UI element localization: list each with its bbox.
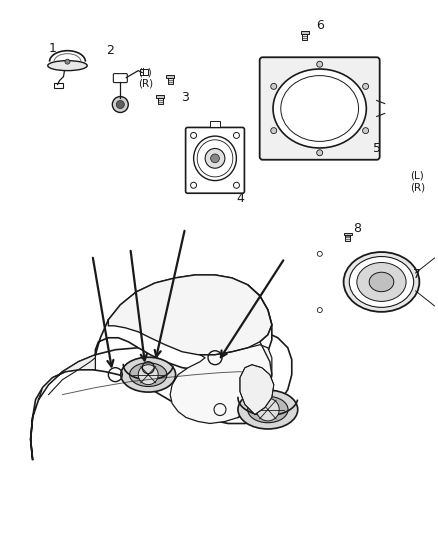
Text: 6: 6 (316, 19, 324, 33)
Text: 5: 5 (374, 142, 381, 155)
Circle shape (138, 365, 158, 385)
Text: 3: 3 (181, 91, 189, 104)
Circle shape (211, 154, 219, 163)
Bar (166, 75, 174, 78)
Circle shape (363, 83, 369, 90)
Circle shape (112, 96, 128, 112)
Ellipse shape (247, 397, 288, 423)
Ellipse shape (349, 256, 413, 308)
Polygon shape (95, 275, 272, 370)
Circle shape (317, 61, 323, 67)
Text: (R): (R) (138, 78, 153, 88)
Circle shape (205, 149, 225, 168)
FancyBboxPatch shape (260, 57, 380, 160)
Text: (R): (R) (410, 182, 425, 192)
Polygon shape (108, 275, 272, 355)
Ellipse shape (273, 69, 366, 148)
Ellipse shape (238, 390, 298, 429)
Bar (345, 234, 350, 241)
Ellipse shape (130, 363, 167, 386)
Bar (156, 95, 164, 98)
Circle shape (363, 127, 369, 134)
Circle shape (117, 101, 124, 109)
Bar (301, 31, 309, 34)
Text: 8: 8 (353, 222, 361, 235)
Text: (L): (L) (138, 68, 152, 78)
Text: 2: 2 (106, 44, 114, 57)
Circle shape (65, 59, 70, 64)
Polygon shape (240, 365, 274, 415)
Ellipse shape (343, 252, 419, 312)
FancyBboxPatch shape (186, 127, 244, 193)
Bar (210, 122, 220, 127)
Bar (158, 96, 162, 103)
Circle shape (271, 127, 277, 134)
Ellipse shape (48, 61, 87, 71)
Ellipse shape (369, 272, 394, 292)
Text: 1: 1 (49, 42, 57, 55)
Polygon shape (170, 345, 272, 424)
Text: 4: 4 (236, 192, 244, 205)
Text: (L): (L) (410, 170, 424, 180)
FancyBboxPatch shape (53, 83, 64, 87)
Polygon shape (39, 355, 95, 400)
Circle shape (257, 398, 279, 421)
Ellipse shape (357, 263, 406, 301)
Circle shape (317, 150, 323, 156)
Bar (168, 77, 173, 84)
Polygon shape (31, 330, 292, 459)
Bar (302, 33, 307, 40)
Text: 7: 7 (413, 269, 421, 281)
Bar (140, 69, 148, 75)
Circle shape (271, 83, 277, 90)
Ellipse shape (121, 357, 176, 392)
Bar (343, 232, 352, 235)
FancyBboxPatch shape (113, 74, 127, 83)
